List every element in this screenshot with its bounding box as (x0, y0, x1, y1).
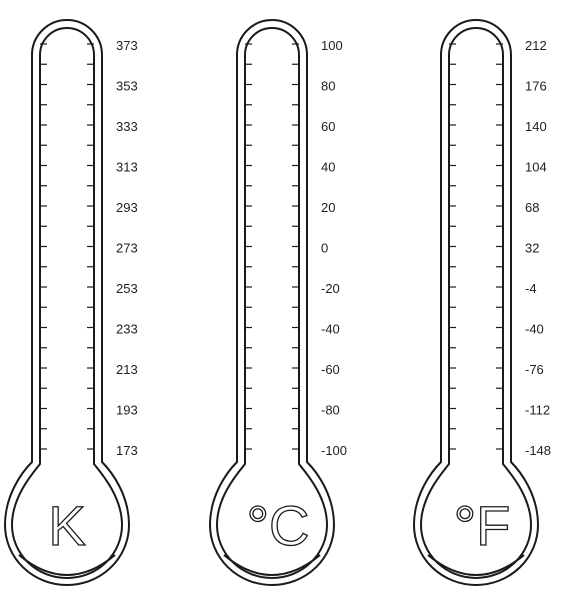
scale-label: 0 (321, 241, 328, 256)
thermometer-inner-outline (419, 27, 533, 579)
thermometer-2: 100 80 60 40 20 0 -20 -40 -60 -80 -100 °C (208, 19, 347, 586)
scale-label: 40 (321, 160, 335, 175)
bulb-shine-arc (223, 554, 321, 576)
scale-label: 313 (116, 160, 138, 175)
scale-label: -4 (525, 281, 537, 296)
thermometer-3: 212 176 140 104 68 32 -4 -40 -76 -112 -148 °F (412, 19, 551, 586)
bulb-shine-arc (18, 554, 116, 576)
scale-label: 293 (116, 200, 138, 215)
scale-label: 32 (525, 241, 539, 256)
bulb-shine-arc (427, 554, 525, 576)
scale-label: 68 (525, 200, 539, 215)
scale-label: -40 (525, 322, 544, 337)
scale-label: 140 (525, 119, 547, 134)
unit-symbol: °C (247, 494, 310, 557)
unit-symbol: K (48, 494, 85, 557)
scale-label: -60 (321, 362, 340, 377)
scale-label: 233 (116, 322, 138, 337)
scale-label: -112 (525, 403, 550, 418)
scale-label: -40 (321, 322, 340, 337)
thermometer-inner-outline (215, 27, 329, 579)
scale-label: 80 (321, 79, 335, 94)
scale-label: 212 (525, 38, 547, 53)
scale-label: -80 (321, 403, 340, 418)
thermometer-1: 373 353 333 313 293 273 253 233 213 193 173 K (3, 19, 138, 586)
thermometer-inner-outline (10, 27, 124, 579)
scale-label: 353 (116, 79, 138, 94)
scale-label: 213 (116, 362, 138, 377)
scale-label: 173 (116, 443, 138, 458)
scale-label: 176 (525, 79, 547, 94)
scale-label: -148 (525, 443, 551, 458)
scale-label: -20 (321, 281, 340, 296)
scale-label: -76 (525, 362, 544, 377)
scale-label: 373 (116, 38, 138, 53)
scale-label: 273 (116, 241, 138, 256)
unit-symbol: °F (454, 494, 511, 557)
scale-label: 253 (116, 281, 138, 296)
scale-label: 104 (525, 160, 547, 175)
scale-label: -100 (321, 443, 347, 458)
scale-label: 193 (116, 403, 138, 418)
scale-label: 100 (321, 38, 343, 53)
scale-label: 20 (321, 200, 335, 215)
scale-label: 333 (116, 119, 138, 134)
scale-label: 60 (321, 119, 335, 134)
